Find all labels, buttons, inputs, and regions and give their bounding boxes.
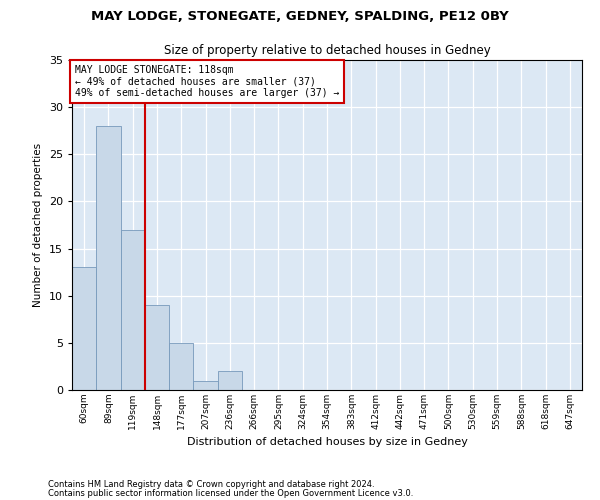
Bar bbox=[72, 268, 96, 390]
Bar bbox=[145, 305, 169, 390]
Text: Contains public sector information licensed under the Open Government Licence v3: Contains public sector information licen… bbox=[48, 488, 413, 498]
Title: Size of property relative to detached houses in Gedney: Size of property relative to detached ho… bbox=[164, 44, 490, 58]
Bar bbox=[96, 126, 121, 390]
Text: MAY LODGE STONEGATE: 118sqm
← 49% of detached houses are smaller (37)
49% of sem: MAY LODGE STONEGATE: 118sqm ← 49% of det… bbox=[74, 65, 339, 98]
Text: MAY LODGE, STONEGATE, GEDNEY, SPALDING, PE12 0BY: MAY LODGE, STONEGATE, GEDNEY, SPALDING, … bbox=[91, 10, 509, 23]
Text: Contains HM Land Registry data © Crown copyright and database right 2024.: Contains HM Land Registry data © Crown c… bbox=[48, 480, 374, 489]
Bar bbox=[193, 380, 218, 390]
Bar bbox=[218, 371, 242, 390]
Bar bbox=[121, 230, 145, 390]
X-axis label: Distribution of detached houses by size in Gedney: Distribution of detached houses by size … bbox=[187, 438, 467, 448]
Y-axis label: Number of detached properties: Number of detached properties bbox=[33, 143, 43, 307]
Bar bbox=[169, 343, 193, 390]
